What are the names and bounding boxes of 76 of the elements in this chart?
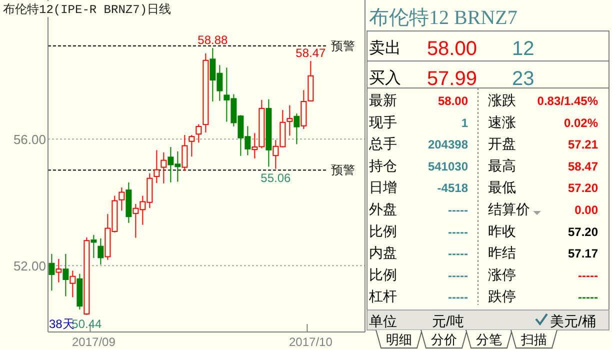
text: 内盘 [369, 244, 397, 261]
y-tick-label: 56.00 [13, 132, 46, 148]
annotation: 58.47 [296, 46, 326, 60]
text: 速涨 [488, 114, 516, 130]
text: ----- [578, 268, 598, 282]
text: 涨停 [488, 266, 516, 282]
text: ----- [448, 246, 468, 261]
text: ----- [448, 268, 468, 282]
text: 布伦特12 BRNZ7 [369, 7, 518, 29]
text: 比例 [369, 222, 397, 239]
text: 204398 [428, 138, 468, 152]
text: 买入 [369, 69, 401, 87]
text: 0.00 [574, 203, 598, 217]
text: 元/吨 [432, 313, 464, 329]
chart-title: 布伦特12(IPE-R BRNZ7)日线 [3, 3, 172, 17]
candlestick [62, 253, 69, 297]
text: 0.02% [564, 116, 598, 130]
text: 现手 [369, 114, 397, 130]
text: 58.00 [426, 38, 477, 60]
candlestick [294, 113, 300, 145]
text: 跌停 [488, 288, 516, 304]
ref-line-label: 预警 [331, 163, 355, 178]
candlestick [160, 152, 167, 184]
text: 58.47 [568, 159, 598, 174]
candlestick [202, 52, 209, 133]
text: ----- [448, 224, 468, 239]
text: 昨收 [488, 222, 516, 239]
text: 23 [512, 68, 534, 90]
text: 开盘 [488, 136, 516, 152]
annotation: 55.06 [260, 170, 292, 185]
candlestick [56, 258, 62, 283]
tab: 明细 [376, 330, 422, 348]
tab: 分笔 [466, 330, 512, 348]
text: 持仓 [369, 157, 397, 174]
text: 最高 [488, 157, 516, 174]
ref-line-label: 预警 [331, 38, 355, 53]
text: 昨结 [488, 244, 516, 261]
text: 57.20 [568, 181, 598, 196]
annotation: 58.88 [198, 33, 228, 48]
text: 美元/桶 [550, 313, 596, 329]
text: ----- [448, 290, 468, 304]
text: 日增 [369, 179, 397, 196]
candlestick [126, 182, 132, 224]
text: ----- [448, 203, 468, 217]
text: -4518 [437, 181, 468, 196]
text: 57.17 [568, 246, 598, 261]
candlestick [266, 98, 272, 168]
candlestick [48, 253, 55, 292]
text: 57.21 [568, 138, 598, 152]
x-tick-label: 2017/09 [72, 335, 116, 349]
candlestick [90, 234, 97, 259]
text: 最低 [488, 179, 516, 196]
text: 总手 [368, 136, 397, 152]
text: 57.99 [426, 68, 477, 90]
text: ----- [578, 290, 598, 304]
text: 杠杆 [368, 288, 397, 304]
text: 涨跌 [488, 92, 516, 108]
candlestick [70, 270, 76, 298]
tab: 分价 [420, 330, 468, 348]
text: 比例 [369, 266, 397, 282]
candlestick [286, 104, 293, 136]
text: 外盘 [369, 201, 397, 217]
text: 1 [461, 116, 468, 130]
text: 58.00 [438, 94, 468, 108]
text: 57.20 [568, 224, 598, 239]
candlestick [98, 238, 104, 266]
text: 结算价 [488, 201, 530, 217]
text: 541030 [428, 159, 468, 174]
x-tick-label: 2017/10 [289, 335, 333, 349]
tab: 扫描 [510, 330, 558, 348]
text: 0.83/1.45% [537, 94, 598, 108]
y-tick-label: 52.00 [13, 258, 46, 274]
text: 卖出 [369, 39, 401, 57]
text: 最新 [369, 92, 397, 108]
text: 12 [512, 38, 534, 60]
text: 单位 [369, 313, 397, 329]
